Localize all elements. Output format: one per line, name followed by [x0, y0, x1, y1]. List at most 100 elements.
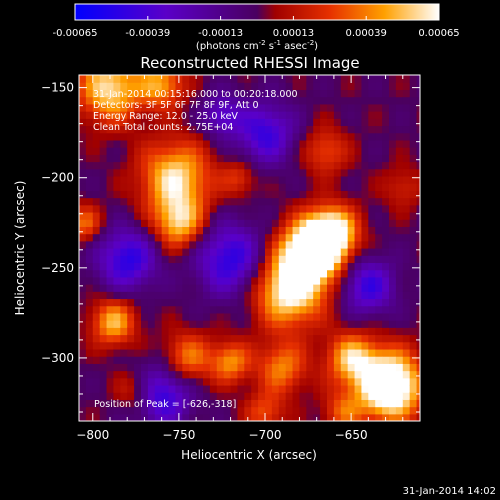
heatmap-cell [154, 406, 163, 415]
heatmap-cell [196, 175, 204, 184]
heatmap-cell [333, 363, 342, 372]
heatmap-cell [216, 96, 225, 105]
heatmap-cell [92, 211, 101, 220]
heatmap-cell [416, 370, 420, 379]
heatmap-cell [154, 248, 163, 256]
heatmap-cell [196, 197, 204, 206]
heatmap-cell [306, 118, 314, 127]
heatmap-cell [368, 118, 376, 127]
heatmap-cell [168, 363, 177, 372]
heatmap-cell [285, 363, 294, 372]
heatmap-cell [375, 103, 383, 112]
heatmap-cell [113, 118, 121, 127]
heatmap-cell [285, 190, 294, 199]
heatmap-cell [416, 233, 420, 242]
heatmap-cell [175, 147, 183, 155]
heatmap-cell [92, 75, 101, 83]
heatmap-cell [416, 377, 420, 386]
heatmap-cell [147, 103, 156, 112]
heatmap-cell [223, 75, 232, 83]
heatmap-cell [327, 348, 335, 357]
heatmap-cell [203, 118, 211, 127]
heatmap-cell [368, 334, 376, 343]
heatmap-cell [154, 139, 163, 148]
heatmap-cell [251, 82, 259, 91]
heatmap-cell [306, 219, 314, 227]
heatmap-cell [230, 305, 239, 314]
heatmap-cell [127, 197, 135, 206]
heatmap-cell [161, 82, 170, 91]
heatmap-cell [113, 248, 121, 256]
heatmap-cell [278, 103, 287, 112]
heatmap-cell [161, 320, 170, 328]
heatmap-cell [278, 240, 287, 249]
heatmap-cell [395, 248, 404, 256]
heatmap-cell [313, 348, 321, 357]
heatmap-cell [127, 269, 135, 278]
heatmap-cell [216, 118, 225, 127]
heatmap-cell [333, 399, 342, 408]
heatmap-cell [141, 190, 149, 199]
heatmap-cell [292, 118, 301, 127]
heatmap-cell [134, 406, 142, 415]
info-overlay: 31-Jan-2014 00:15:16.000 to 00:20:18.000… [93, 89, 298, 133]
heatmap-cell [361, 392, 369, 400]
heatmap-cell [168, 175, 177, 184]
heatmap-cell [141, 269, 149, 278]
heatmap-cell [258, 377, 266, 386]
heatmap-cell [327, 384, 335, 393]
heatmap-cell [237, 118, 245, 127]
heatmap-cell [285, 291, 294, 300]
heatmap-cell [127, 125, 135, 134]
heatmap-cell [306, 175, 314, 184]
units-mid: s [266, 41, 274, 52]
heatmap-cell [154, 370, 163, 379]
heatmap-cell [244, 262, 252, 271]
heatmap-cell [258, 305, 266, 314]
heatmap-cell [182, 276, 190, 285]
heatmap-cell [395, 384, 404, 393]
heatmap-cell [389, 348, 397, 357]
heatmap-cell [347, 334, 356, 343]
heatmap-cell [120, 291, 128, 300]
heatmap-cell [251, 334, 259, 343]
heatmap-cell [402, 392, 411, 400]
heatmap-cell [285, 139, 294, 148]
heatmap-cell [154, 168, 163, 177]
heatmap-cell [127, 384, 135, 393]
heatmap-cell [278, 370, 287, 379]
heatmap-cell [141, 175, 149, 184]
heatmap-cell [402, 183, 411, 191]
heatmap-cell [223, 175, 232, 184]
heatmap-cell [402, 248, 411, 256]
heatmap-cell [313, 392, 321, 400]
heatmap-cell [320, 377, 328, 386]
heatmap-cell [175, 132, 183, 141]
heatmap-cell [382, 219, 390, 227]
heatmap-cell [251, 204, 259, 213]
heatmap-cell [375, 197, 383, 206]
heatmap-cell [141, 320, 149, 328]
heatmap-cell [299, 154, 307, 163]
heatmap-cell [251, 183, 259, 191]
heatmap-cell [85, 175, 94, 184]
heatmap-cell [333, 248, 342, 256]
units-end: ) [314, 41, 318, 52]
heatmap-cell [409, 291, 418, 300]
heatmap-cell [189, 154, 197, 163]
heatmap-cell [106, 399, 115, 408]
heatmap-cell [361, 363, 369, 372]
heatmap-cell [223, 320, 232, 328]
heatmap-cell [134, 392, 142, 400]
heatmap-cell [354, 348, 363, 357]
heatmap-cell [168, 262, 177, 271]
heatmap-cell [285, 161, 294, 170]
heatmap-cell [278, 211, 287, 220]
heatmap-cell [265, 255, 273, 264]
heatmap-cell [327, 320, 335, 328]
heatmap-cell [375, 240, 383, 249]
heatmap-cell [141, 211, 149, 220]
heatmap-cell [333, 96, 342, 105]
heatmap-cell [265, 248, 273, 256]
heatmap-cell [203, 132, 211, 141]
